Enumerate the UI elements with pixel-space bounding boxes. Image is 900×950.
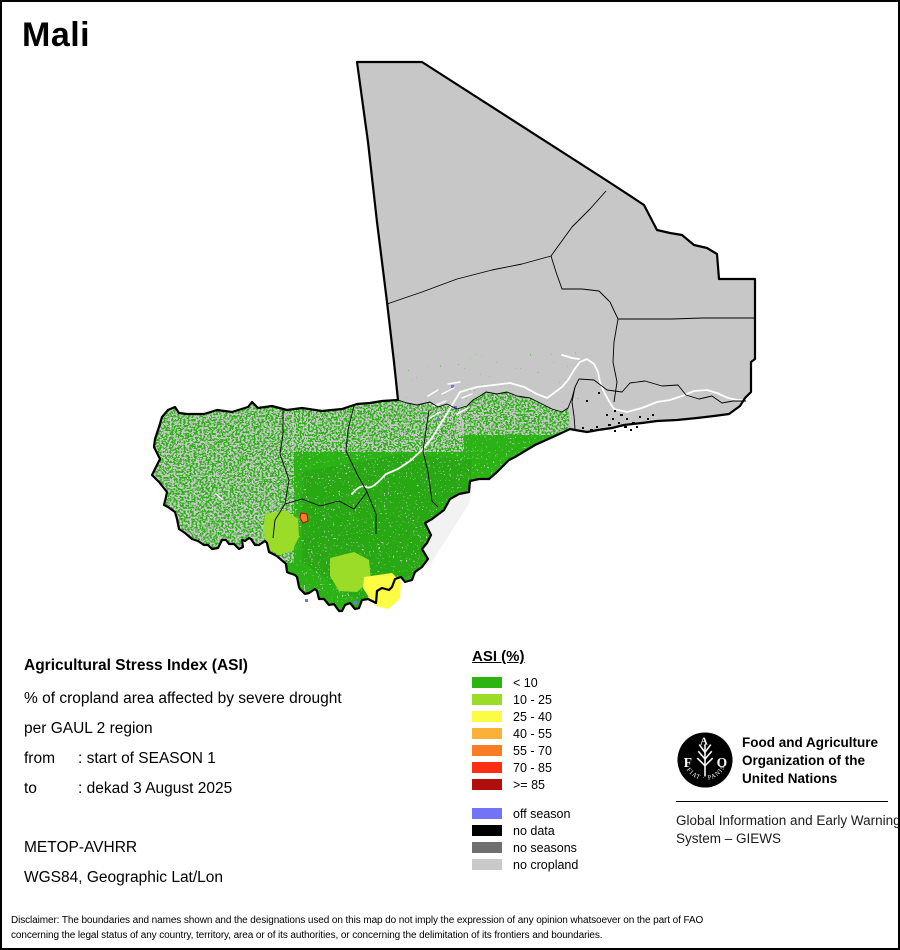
legend-label: 55 - 70 (513, 743, 552, 758)
asi-heading: Agricultural Stress Index (ASI) (24, 657, 248, 674)
disclaimer-line-2: concerning the legal status of any count… (11, 930, 603, 941)
to-value: : dekad 3 August 2025 (78, 780, 233, 797)
from-value: : start of SEASON 1 (78, 750, 216, 767)
legend-row: no cropland (472, 856, 672, 873)
legend-row: < 10 (472, 674, 672, 691)
footer-divider (676, 801, 888, 802)
legend-row: 70 - 85 (472, 759, 672, 776)
legend-swatch (472, 762, 502, 773)
asi-25-40-patch (363, 573, 401, 609)
legend-row: >= 85 (472, 776, 672, 793)
legend-row: 10 - 25 (472, 691, 672, 708)
legend-label: off season (513, 806, 571, 821)
admin-boundaries (272, 190, 754, 539)
fao-letter-o: O (717, 755, 728, 770)
legend-label: no cropland (513, 857, 579, 872)
legend-swatch (472, 808, 502, 819)
period-to: to : dekad 3 August 2025 (24, 780, 232, 798)
legend-swatch (472, 694, 502, 705)
legend-row: 25 - 40 (472, 708, 672, 725)
legend-swatch (472, 745, 502, 756)
fao-organization-name: Food and Agriculture Organization of the… (742, 735, 878, 786)
legend-row: off season (472, 805, 672, 822)
asi-10-25-patches (263, 510, 371, 592)
legend-row: 40 - 55 (472, 725, 672, 742)
legend-swatch (472, 677, 502, 688)
legend-swatch (472, 711, 502, 722)
legend-label: 10 - 25 (513, 692, 552, 707)
legend-swatch (472, 728, 502, 739)
giews-name: Global Information and Early Warning Sys… (676, 813, 900, 847)
from-label: from (24, 750, 55, 767)
sensor-name: METOP-AVHRR (24, 839, 138, 856)
legend-swatch (472, 859, 502, 870)
legend-label: 70 - 85 (513, 760, 552, 775)
legend-swatch (472, 779, 502, 790)
to-label: to (24, 780, 37, 797)
asi-high-stress-spot (299, 512, 309, 524)
fao-letter-f: F (684, 755, 692, 770)
legend-label: >= 85 (513, 777, 545, 792)
legend-row: no data (472, 822, 672, 839)
projection-name: WGS84, Geographic Lat/Lon (24, 869, 224, 886)
page-title: Mali (22, 16, 91, 54)
niger-river (215, 354, 747, 500)
legend-label: no seasons (513, 840, 577, 855)
period-from: from : start of SEASON 1 (24, 750, 216, 768)
fao-logo: F A O FIAT · PANIS (677, 732, 733, 788)
asi-description: % of cropland area affected by severe dr… (24, 690, 342, 707)
legend-swatch (472, 825, 502, 836)
legend-label: 40 - 55 (513, 726, 552, 741)
legend-row: no seasons (472, 839, 672, 856)
fao-letter-a: A (700, 737, 708, 748)
off-season-specks (305, 385, 457, 604)
disclaimer-line-1: Disclaimer: The boundaries and names sho… (11, 915, 704, 926)
legend-label: 25 - 40 (513, 709, 552, 724)
legend-label: no data (513, 823, 555, 838)
legend-swatch (472, 842, 502, 853)
legend-row: 55 - 70 (472, 742, 672, 759)
legend-title: ASI (%) (472, 648, 525, 665)
asi-region-level: per GAUL 2 region (24, 720, 153, 737)
legend-label: < 10 (513, 675, 538, 690)
legend: ASI (%) < 10 10 - 25 25 - 40 40 - 55 55 … (472, 648, 672, 873)
